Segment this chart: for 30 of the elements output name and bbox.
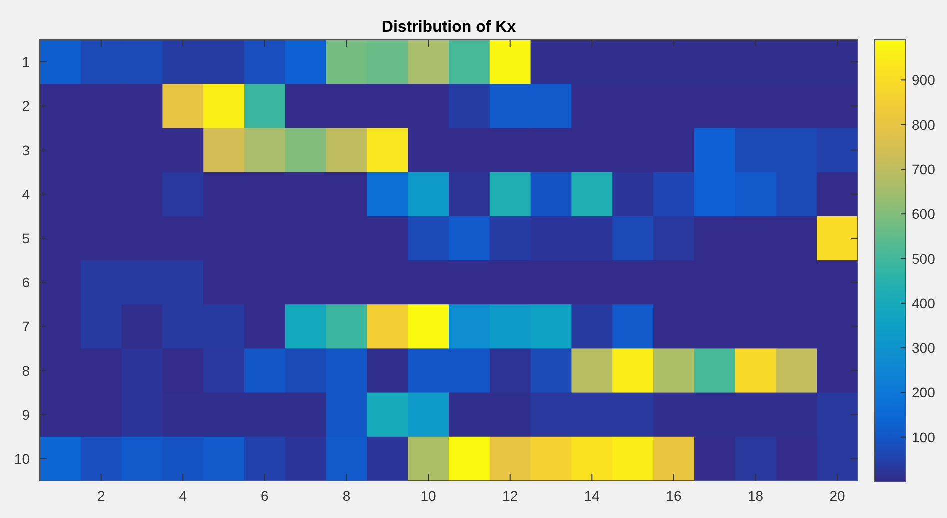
chart-title: Distribution of Kx <box>382 19 516 36</box>
color-bar-label: 300 <box>912 340 936 356</box>
x-tick-label: 2 <box>97 488 106 504</box>
y-tick-label: 10 <box>14 450 30 467</box>
x-tick-label: 16 <box>666 488 682 504</box>
color-bar-label: 900 <box>912 72 936 88</box>
x-tick-label: 10 <box>420 488 437 504</box>
color-bar-label: 200 <box>912 384 936 401</box>
color-bar-label: 400 <box>912 295 936 312</box>
color-bar-label: 100 <box>912 429 936 446</box>
x-tick-label: 6 <box>261 488 270 504</box>
y-tick-label: 2 <box>22 98 30 114</box>
x-tick-label: 12 <box>502 488 518 504</box>
x-tick-label: 14 <box>584 488 600 504</box>
y-tick-label: 7 <box>22 318 30 335</box>
color-bar-label: 500 <box>912 250 936 267</box>
y-tick-label: 6 <box>22 274 30 291</box>
x-tick-label: 8 <box>342 488 351 504</box>
y-tick-label: 9 <box>22 406 30 423</box>
x-tick-label: 18 <box>748 488 764 504</box>
y-tick-label: 3 <box>22 142 30 158</box>
x-tick-label: 4 <box>179 488 188 504</box>
y-tick-label: 5 <box>22 230 30 246</box>
color-bar-label: 600 <box>912 206 936 222</box>
y-tick-label: 8 <box>22 362 30 379</box>
color-bar-label: 800 <box>912 116 936 133</box>
x-tick-label: 20 <box>830 488 846 504</box>
color-bar-label: 700 <box>912 161 936 178</box>
y-tick-label: 1 <box>22 54 30 70</box>
y-tick-label: 4 <box>22 186 30 202</box>
